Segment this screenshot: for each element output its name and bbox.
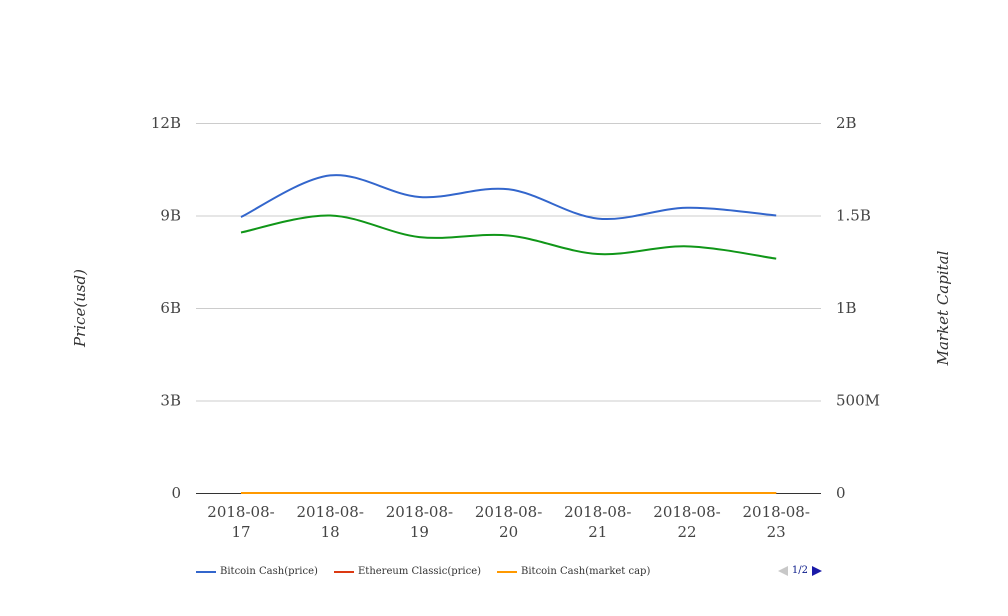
right-axis-tick-label: 1B [836, 299, 857, 317]
right-axis-tick-label: 0 [836, 484, 846, 502]
x-axis-ticks: 2018-08-172018-08-182018-08-192018-08-20… [207, 503, 810, 541]
legend-next-arrow-icon[interactable] [812, 565, 822, 576]
series-line-bitcoin-cash-price [240, 174, 777, 221]
x-axis-tick-label-line: 2018-08- [564, 503, 631, 521]
left-axis-tick-label: 9B [160, 207, 181, 225]
right-axis-tick-label: 500M [836, 392, 880, 410]
x-axis-tick-label-line: 2018-08- [207, 503, 274, 521]
legend-pager: 1/2 [777, 565, 822, 576]
x-axis-tick-label-line: 2018-08- [742, 503, 809, 521]
right-axis-ticks: 0 500M 1B 1.5B 2B [836, 114, 880, 502]
legend-prev-arrow-icon[interactable] [777, 565, 788, 576]
right-axis-title: Market Capital [934, 250, 952, 366]
x-axis-tick-label-line: 22 [677, 523, 696, 541]
left-axis-title: Price(usd) [71, 269, 89, 348]
x-axis-tick-label-line: 18 [321, 523, 340, 541]
x-axis-tick-label-line: 2018-08- [296, 503, 363, 521]
x-axis-tick-label: 2018-08- 23 [742, 503, 809, 541]
legend-swatch [497, 570, 517, 573]
legend-item-bitcoin-cash-market-cap[interactable]: Bitcoin Cash(market cap) [497, 566, 650, 577]
legend: Bitcoin Cash(price) Ethereum Classic(pri… [196, 565, 822, 582]
legend-item-bitcoin-cash-price[interactable]: Bitcoin Cash(price) [196, 566, 318, 577]
x-axis-tick-label: 2018-08- 20 [475, 503, 542, 541]
x-axis-tick-label: 2018-08- 19 [386, 503, 453, 541]
left-axis-tick-label: 0 [171, 484, 181, 502]
x-axis-tick-label-line: 17 [231, 523, 250, 541]
x-axis-tick-label-line: 23 [767, 523, 786, 541]
series-line-unlabeled [240, 214, 777, 260]
x-axis-tick-label-line: 21 [588, 523, 607, 541]
x-axis-tick-label: 2018-08- 17 [207, 503, 274, 541]
series-lines [240, 174, 777, 495]
legend-page-indicator: 1/2 [791, 565, 808, 576]
legend-swatch [334, 570, 354, 573]
x-axis-tick-label: 2018-08- 18 [296, 503, 363, 541]
x-axis-tick-label-line: 19 [410, 523, 429, 541]
x-axis-tick-label: 2018-08- 21 [564, 503, 631, 541]
legend-swatch [196, 570, 216, 573]
legend-label: Bitcoin Cash(price) [220, 566, 318, 577]
x-axis-tick-label: 2018-08- 22 [653, 503, 720, 541]
gridlines [196, 123, 821, 402]
x-axis-tick-label-line: 2018-08- [653, 503, 720, 521]
left-axis-ticks: 0 3B 6B 9B 12B [151, 114, 181, 502]
x-axis-tick-label-line: 20 [499, 523, 518, 541]
right-axis-tick-label: 2B [836, 114, 857, 132]
left-axis-tick-label: 3B [160, 392, 181, 410]
legend-label: Ethereum Classic(price) [358, 566, 482, 577]
right-axis-tick-label: 1.5B [836, 207, 871, 225]
legend-item-ethereum-classic-price[interactable]: Ethereum Classic(price) [334, 566, 481, 577]
x-axis-tick-label-line: 2018-08- [386, 503, 453, 521]
left-axis-tick-label: 12B [151, 114, 181, 132]
left-axis-tick-label: 6B [160, 299, 181, 317]
legend-label: Bitcoin Cash(market cap) [521, 566, 651, 577]
x-axis-tick-label-line: 2018-08- [475, 503, 542, 521]
